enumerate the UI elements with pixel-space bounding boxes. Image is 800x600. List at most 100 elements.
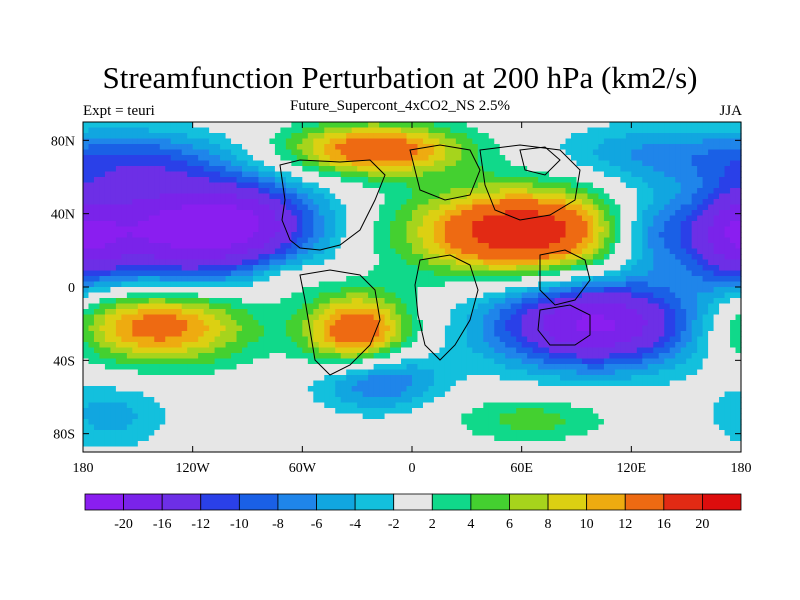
field-cell bbox=[592, 177, 600, 184]
field-cell bbox=[220, 182, 227, 189]
field-cell bbox=[680, 226, 687, 233]
field-cell bbox=[444, 171, 451, 178]
field-cell bbox=[203, 193, 210, 200]
field-cell bbox=[384, 122, 391, 129]
field-cell bbox=[417, 138, 424, 145]
field-cell bbox=[499, 292, 506, 299]
field-cell bbox=[340, 149, 347, 156]
field-cell bbox=[148, 254, 155, 261]
field-cell bbox=[543, 281, 550, 288]
field-cell bbox=[181, 221, 188, 228]
field-cell bbox=[680, 232, 687, 239]
field-cell bbox=[516, 254, 523, 261]
field-cell bbox=[351, 232, 358, 239]
field-cell bbox=[510, 303, 517, 310]
field-cell bbox=[269, 347, 276, 354]
field-cell bbox=[422, 314, 430, 321]
field-cell bbox=[428, 199, 435, 206]
field-cell bbox=[554, 177, 561, 184]
field-cell bbox=[313, 336, 320, 343]
field-cell bbox=[121, 287, 128, 294]
field-cell bbox=[154, 122, 161, 129]
field-cell bbox=[565, 265, 572, 272]
field-cell bbox=[675, 276, 682, 283]
field-cell bbox=[115, 155, 122, 162]
field-cell bbox=[324, 347, 331, 354]
field-cell bbox=[702, 122, 709, 129]
field-cell bbox=[329, 303, 336, 310]
field-cell bbox=[543, 226, 550, 233]
field-cell bbox=[614, 259, 621, 266]
field-cell bbox=[543, 342, 550, 349]
field-cell bbox=[88, 342, 95, 349]
field-cell bbox=[181, 314, 188, 321]
field-cell bbox=[527, 281, 534, 288]
field-cell bbox=[203, 127, 210, 134]
field-cell bbox=[148, 347, 155, 354]
field-cell bbox=[362, 298, 369, 305]
field-cell bbox=[609, 149, 616, 156]
field-cell bbox=[587, 188, 594, 195]
field-cell bbox=[455, 303, 462, 310]
field-cell bbox=[730, 331, 737, 338]
field-cell bbox=[653, 188, 660, 195]
field-cell bbox=[137, 276, 144, 283]
field-cell bbox=[132, 226, 139, 233]
field-cell bbox=[417, 177, 424, 184]
field-cell bbox=[505, 336, 512, 343]
field-cell bbox=[209, 276, 216, 283]
field-cell bbox=[104, 127, 112, 134]
field-cell bbox=[401, 336, 408, 343]
field-cell bbox=[346, 133, 353, 140]
field-cell bbox=[609, 270, 616, 277]
field-cell bbox=[576, 243, 583, 250]
field-cell bbox=[571, 149, 578, 156]
field-cell bbox=[154, 232, 161, 239]
field-cell bbox=[455, 281, 462, 288]
field-cell bbox=[192, 226, 199, 233]
field-cell bbox=[592, 133, 600, 140]
field-cell bbox=[258, 292, 265, 299]
field-cell bbox=[104, 149, 112, 156]
field-cell bbox=[214, 248, 221, 255]
field-cell bbox=[263, 309, 271, 316]
field-cell bbox=[137, 232, 144, 239]
field-cell bbox=[346, 331, 353, 338]
field-cell bbox=[247, 237, 254, 244]
field-cell bbox=[307, 188, 314, 195]
field-cell bbox=[395, 182, 402, 189]
field-cell bbox=[587, 149, 594, 156]
field-cell bbox=[680, 265, 687, 272]
field-cell bbox=[236, 199, 243, 206]
field-cell bbox=[455, 259, 462, 266]
field-cell bbox=[307, 292, 314, 299]
field-cell bbox=[598, 149, 605, 156]
field-cell bbox=[121, 177, 128, 184]
field-cell bbox=[165, 149, 172, 156]
field-cell bbox=[126, 221, 133, 228]
field-cell bbox=[148, 138, 155, 145]
field-cell bbox=[192, 320, 199, 327]
field-cell bbox=[236, 336, 243, 343]
field-cell bbox=[669, 237, 676, 244]
field-cell bbox=[115, 314, 122, 321]
field-cell bbox=[422, 248, 430, 255]
field-cell bbox=[669, 226, 676, 233]
field-cell bbox=[170, 237, 177, 244]
field-cell bbox=[735, 254, 742, 261]
field-cell bbox=[198, 221, 205, 228]
field-cell bbox=[390, 281, 397, 288]
field-cell bbox=[636, 188, 643, 195]
field-cell bbox=[603, 133, 610, 140]
field-cell bbox=[104, 259, 112, 266]
field-cell bbox=[680, 309, 687, 316]
field-cell bbox=[258, 210, 265, 217]
field-cell bbox=[214, 232, 221, 239]
field-cell bbox=[455, 149, 462, 156]
field-cell bbox=[187, 193, 194, 200]
field-cell bbox=[488, 336, 495, 343]
field-cell bbox=[494, 320, 501, 327]
field-cell bbox=[647, 303, 654, 310]
field-cell bbox=[121, 331, 128, 338]
field-cell bbox=[488, 133, 495, 140]
